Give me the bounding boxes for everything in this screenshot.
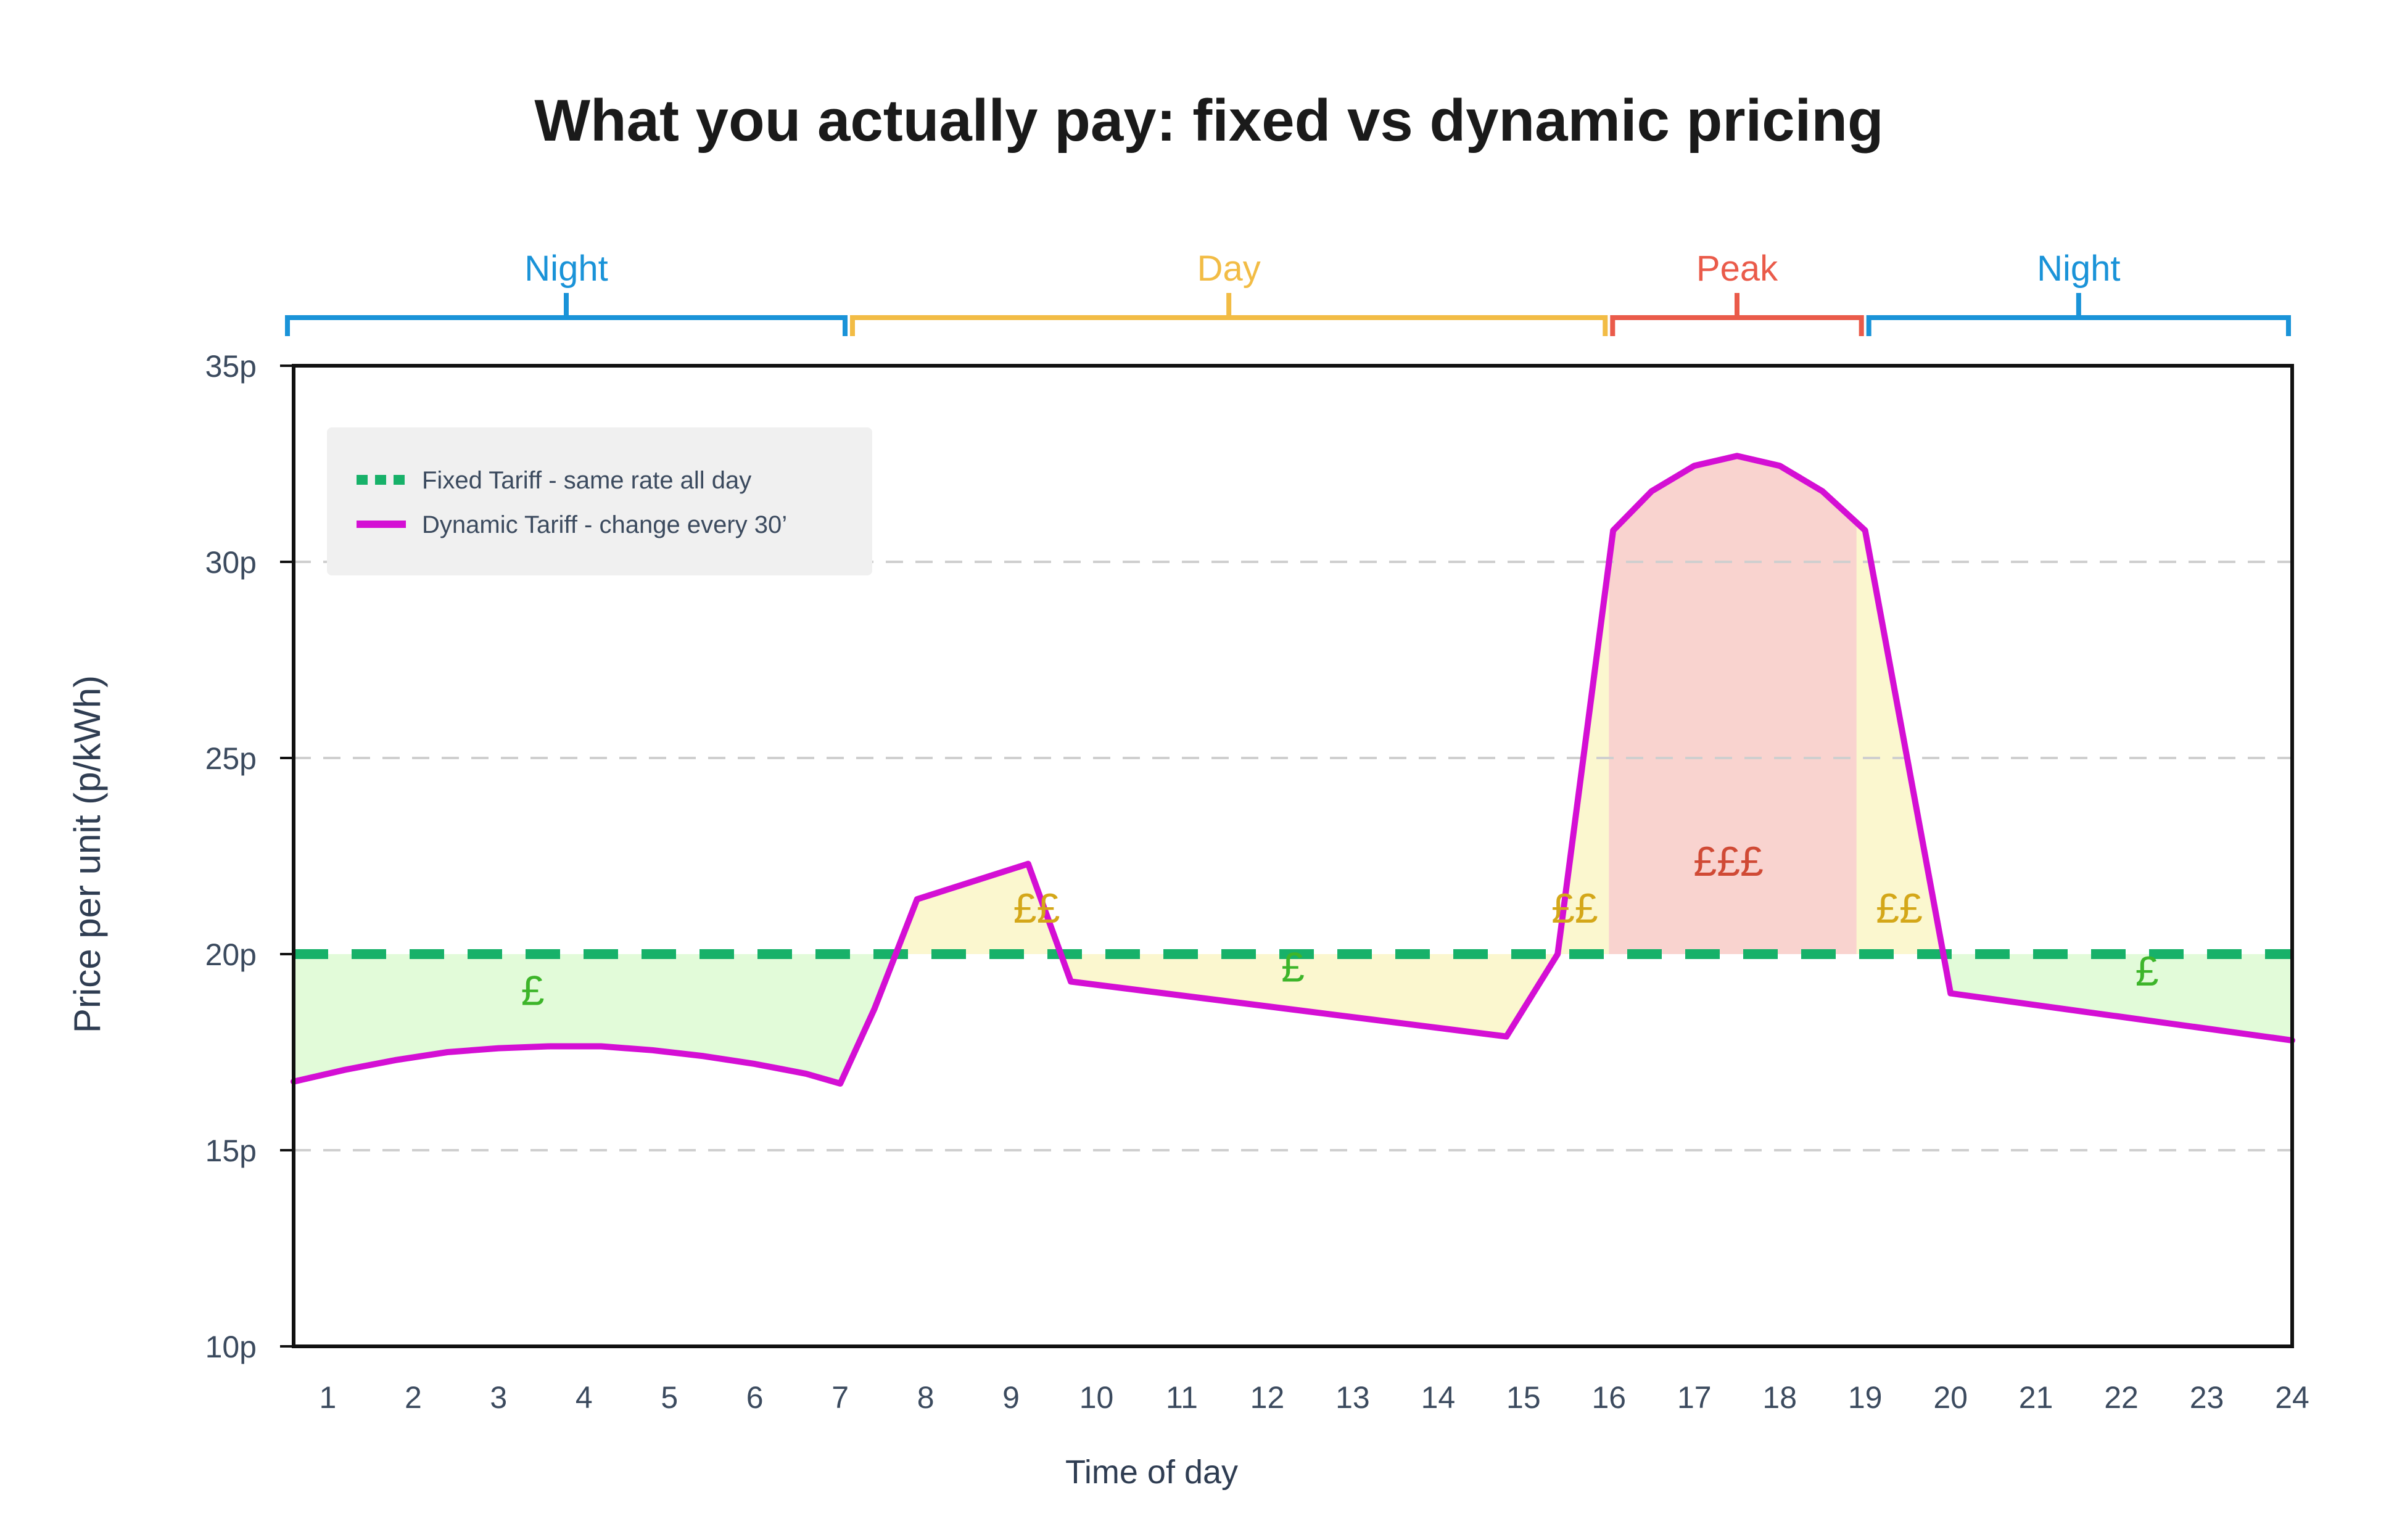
y-tick-label: 15p bbox=[205, 1134, 257, 1168]
chart-title: What you actually pay: fixed vs dynamic … bbox=[534, 88, 1883, 154]
area-below-fixed bbox=[1943, 954, 2292, 1040]
gridlines bbox=[294, 561, 2292, 1151]
x-tick-label: 23 bbox=[2190, 1380, 2224, 1415]
price-band-label: £ bbox=[521, 968, 545, 1015]
y-tick-label: 10p bbox=[205, 1330, 257, 1364]
x-tick-label: 6 bbox=[746, 1380, 764, 1415]
x-tick-label: 12 bbox=[1250, 1380, 1285, 1415]
x-tick-label: 19 bbox=[1848, 1380, 1883, 1415]
x-tick-label: 2 bbox=[405, 1380, 422, 1415]
legend-dynamic-label: Dynamic Tariff - change every 30’ bbox=[422, 511, 787, 538]
x-tick-label: 11 bbox=[1166, 1380, 1198, 1415]
legend: Fixed Tariff - same rate all day Dynamic… bbox=[327, 427, 872, 575]
x-tick-label: 10 bbox=[1079, 1380, 1114, 1415]
price-band-label: £ bbox=[2135, 948, 2159, 995]
y-tick-label: 20p bbox=[205, 937, 257, 972]
zone-label: Peak bbox=[1696, 249, 1778, 289]
x-tick-label: 1 bbox=[319, 1380, 336, 1415]
zone-bracket bbox=[285, 293, 848, 336]
x-tick-label: 15 bbox=[1506, 1380, 1541, 1415]
x-tick-label: 17 bbox=[1677, 1380, 1712, 1415]
zone-label: Day bbox=[1197, 249, 1261, 289]
x-tick-label: 4 bbox=[576, 1380, 593, 1415]
x-tick-label: 14 bbox=[1421, 1380, 1456, 1415]
zone-bracket bbox=[1866, 293, 2291, 336]
price-band-label: £££ bbox=[1693, 838, 1763, 885]
plot-frame bbox=[292, 364, 2294, 1348]
y-axis-title: Price per unit (p/kWh) bbox=[67, 675, 108, 1033]
price-band-label: ££ bbox=[1876, 885, 1923, 932]
time-zone-brackets: Night Day Peak Night bbox=[285, 249, 2291, 336]
x-tick-label: 8 bbox=[917, 1380, 935, 1415]
x-tick-label: 24 bbox=[2275, 1380, 2309, 1415]
x-axis-title: Time of day bbox=[1065, 1454, 1238, 1491]
price-band-label: £ bbox=[1281, 944, 1305, 991]
price-band-label: ££ bbox=[1551, 885, 1598, 932]
x-tick-label: 7 bbox=[831, 1380, 849, 1415]
area-above-fixed bbox=[896, 863, 1061, 954]
x-tick-label: 18 bbox=[1762, 1380, 1797, 1415]
legend-background bbox=[327, 427, 872, 575]
zone-label: Night bbox=[524, 249, 608, 289]
x-tick-label: 13 bbox=[1335, 1380, 1370, 1415]
x-tick-label: 9 bbox=[1002, 1380, 1020, 1415]
x-tick-label: 21 bbox=[2019, 1380, 2053, 1415]
x-axis: 1 2 3 4 5 6 7 8 9 10 11 12 13 14 15 16 17 18 19 20 21 22 23 24 bbox=[319, 1380, 2309, 1415]
y-tick-label: 35p bbox=[205, 349, 257, 384]
x-tick-label: 20 bbox=[1933, 1380, 1968, 1415]
x-tick-label: 5 bbox=[661, 1380, 678, 1415]
x-tick-label: 16 bbox=[1591, 1380, 1626, 1415]
legend-fixed-label: Fixed Tariff - same rate all day bbox=[422, 467, 751, 494]
zone-label: Night bbox=[2037, 249, 2120, 289]
zone-bracket bbox=[1610, 293, 1864, 336]
area-peak bbox=[1609, 456, 1857, 954]
y-tick-label: 25p bbox=[205, 741, 257, 776]
zone-bracket bbox=[850, 293, 1608, 336]
y-tick-label: 30p bbox=[205, 545, 257, 580]
y-axis: 10p 15p 20p 25p 30p 35p bbox=[205, 349, 294, 1364]
annotations: ££££££££££££ bbox=[521, 838, 2159, 1015]
x-tick-label: 3 bbox=[490, 1380, 507, 1415]
x-tick-label: 22 bbox=[2104, 1380, 2139, 1415]
price-band-label: ££ bbox=[1013, 885, 1060, 932]
